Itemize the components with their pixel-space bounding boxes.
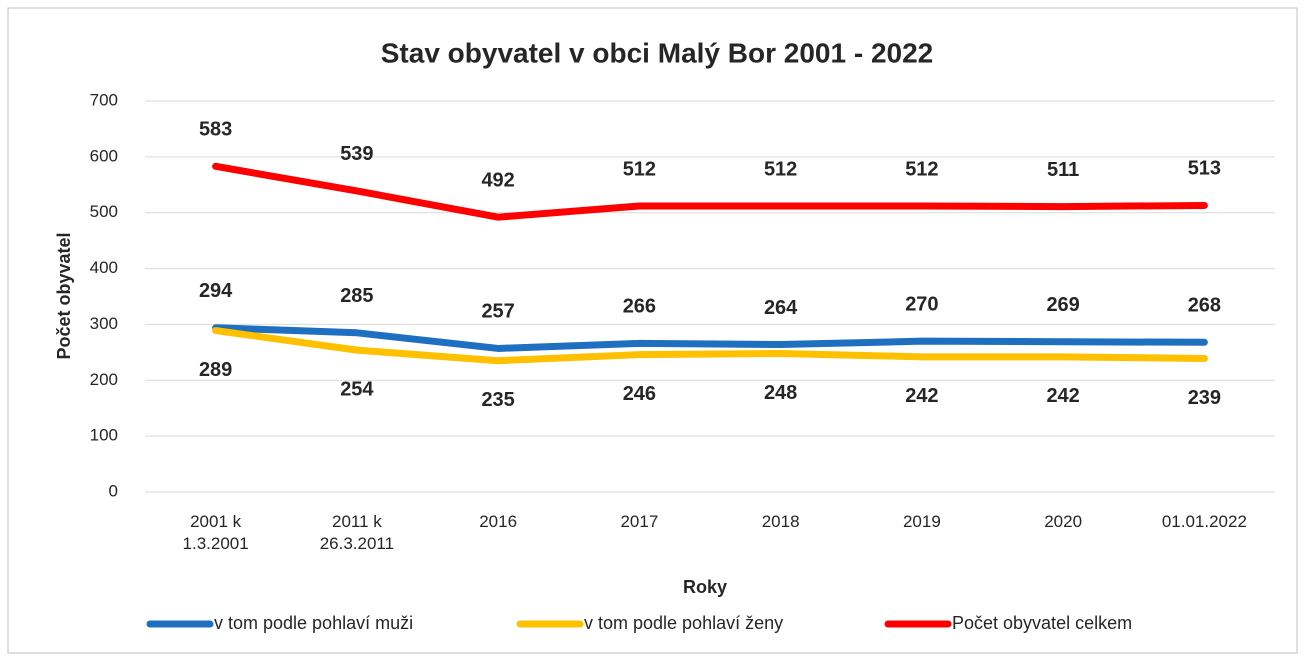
- y-tick-label: 500: [90, 202, 118, 221]
- y-tick-label: 100: [90, 426, 118, 445]
- data-label: 539: [340, 143, 373, 165]
- data-label: 266: [623, 296, 656, 318]
- x-tick-label: 2019: [902, 512, 941, 531]
- x-tick-label: 2017: [620, 512, 659, 531]
- y-axis-label: Počet obyvatel: [54, 232, 74, 359]
- y-tick-label: 200: [90, 370, 118, 389]
- line-series: [212, 162, 1208, 221]
- legend-label: v tom podle pohlaví ženy: [584, 613, 783, 633]
- chart-title: Stav obyvatel v obci Malý Bor 2001 - 202…: [381, 37, 933, 68]
- data-label: 289: [199, 359, 232, 381]
- data-label: 239: [1188, 387, 1221, 409]
- data-label: 257: [481, 301, 514, 323]
- x-tick-label: 01.01.2022: [1161, 512, 1247, 531]
- data-label: 269: [1046, 294, 1079, 316]
- y-tick-label: 700: [90, 90, 118, 109]
- line-series: [212, 324, 1208, 352]
- data-label: 512: [623, 158, 656, 180]
- x-tick-label: 2018: [761, 512, 800, 531]
- data-label: 242: [1046, 385, 1079, 407]
- x-tick-label: 2020: [1044, 512, 1083, 531]
- y-tick-label: 600: [90, 146, 118, 165]
- y-tick-label: 300: [90, 314, 118, 333]
- data-label: 242: [905, 385, 938, 407]
- x-tick-label: 2011 k 26.3.2011: [319, 512, 395, 553]
- data-label: 513: [1188, 158, 1221, 180]
- data-label: 512: [764, 158, 797, 180]
- line-series: [212, 327, 1208, 365]
- data-label: 246: [623, 383, 656, 405]
- data-label: 583: [199, 119, 232, 141]
- x-tick-label: 2001 k 1.3.2001: [182, 512, 249, 553]
- data-label: 492: [481, 169, 514, 191]
- data-label: 248: [764, 382, 797, 404]
- legend-label: v tom podle pohlaví muži: [214, 613, 413, 633]
- legend-label: Počet obyvatel celkem: [952, 613, 1132, 633]
- data-label: 264: [764, 297, 798, 319]
- chart-frame: [7, 7, 1298, 654]
- x-tick-label: 2016: [479, 512, 518, 531]
- data-label: 294: [199, 280, 233, 302]
- x-axis-label: Roky: [683, 577, 727, 597]
- y-tick-label: 400: [90, 258, 118, 277]
- data-label: 235: [481, 389, 514, 411]
- data-label: 285: [340, 285, 373, 307]
- data-label: 511: [1047, 159, 1079, 181]
- data-label: 268: [1188, 295, 1221, 317]
- data-label: 270: [905, 293, 938, 315]
- data-label: 512: [905, 158, 938, 180]
- y-tick-label: 0: [109, 481, 118, 500]
- data-label: 254: [340, 378, 374, 400]
